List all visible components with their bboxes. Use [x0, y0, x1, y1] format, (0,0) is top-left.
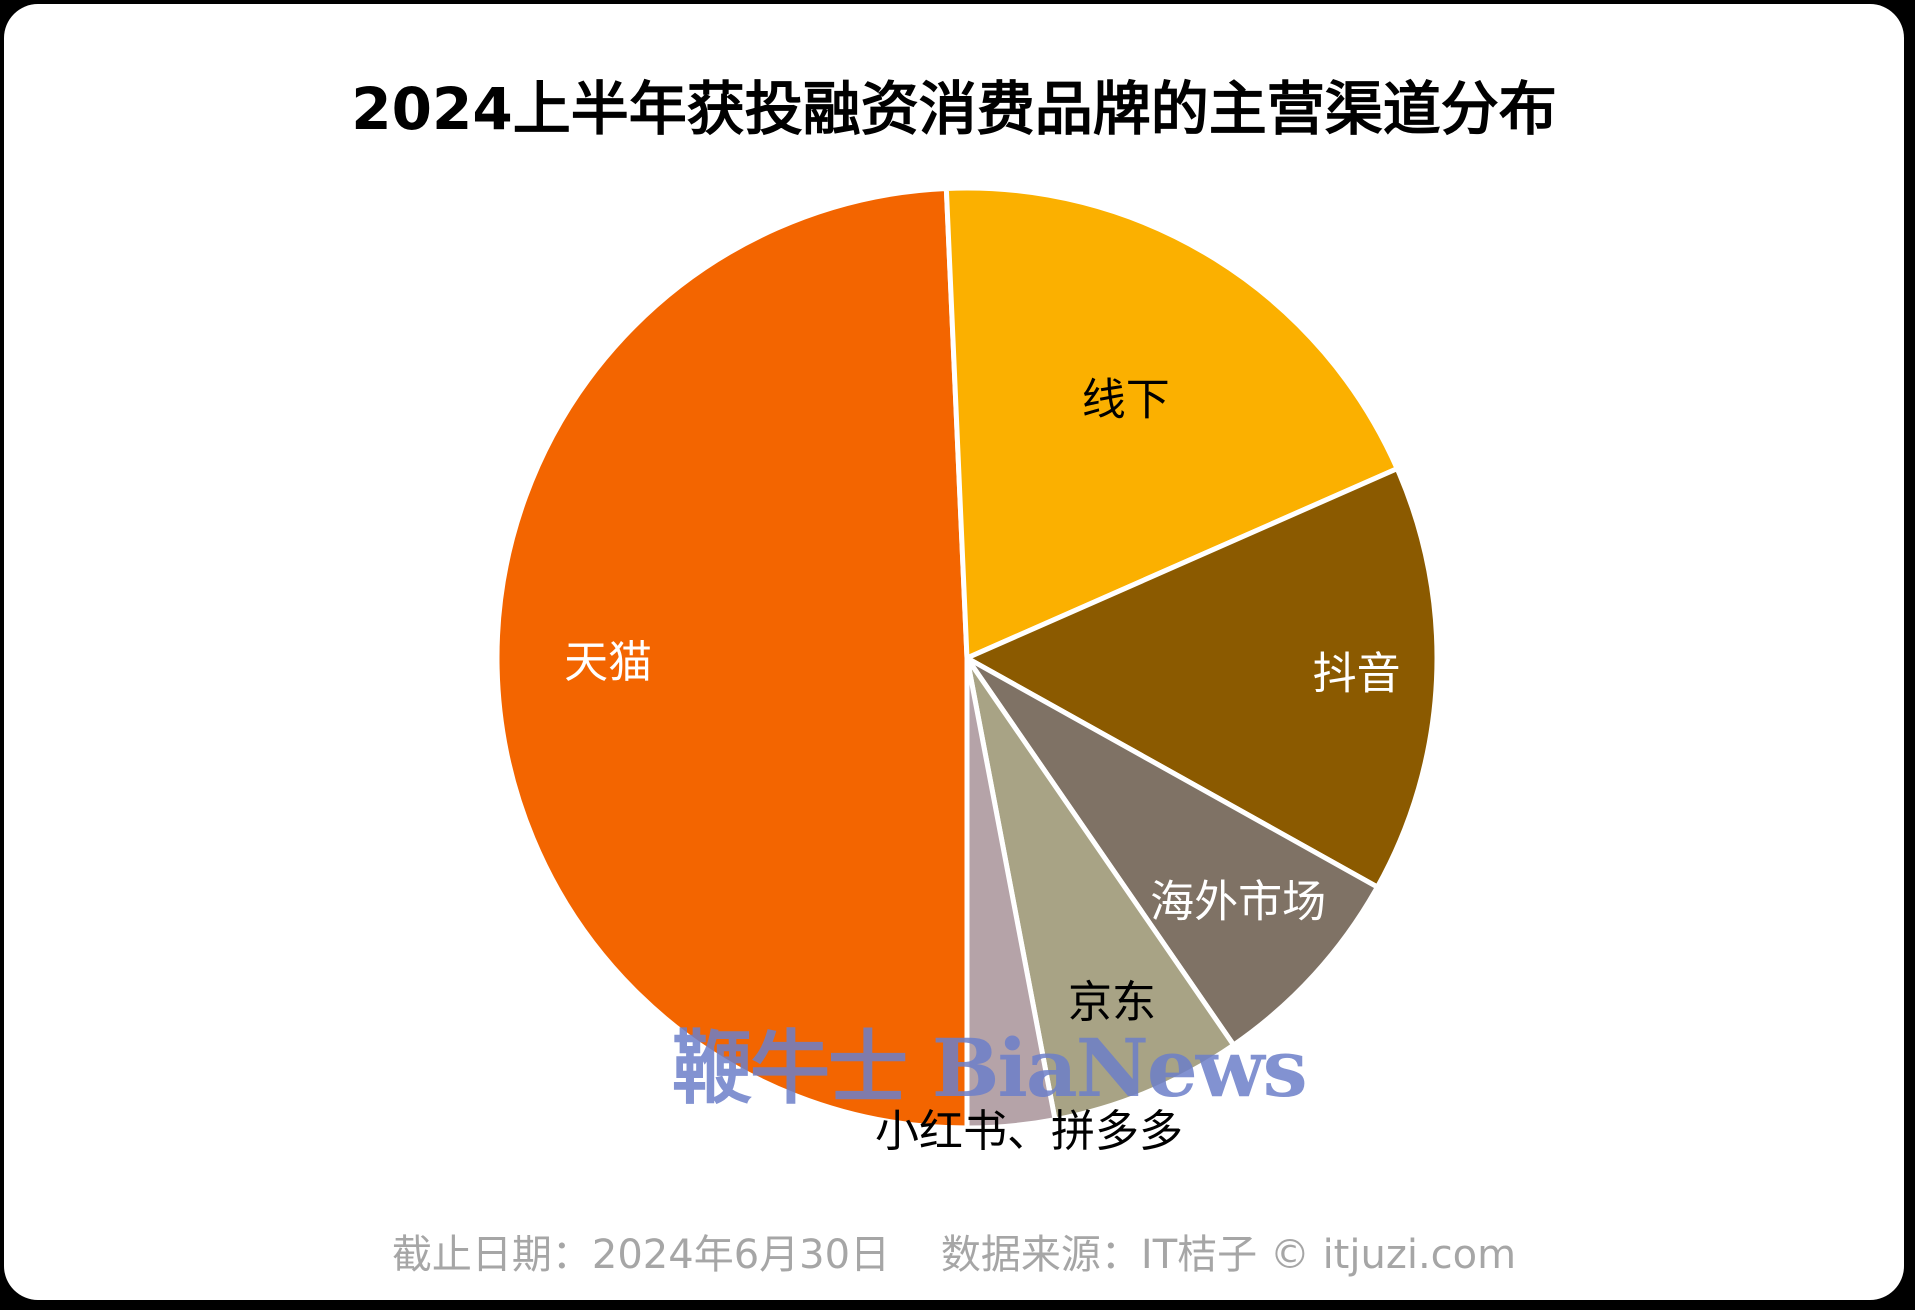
pie-slice-0: [494, 185, 970, 1131]
pie-label-0: 天猫: [564, 637, 652, 688]
pie-slice-1: [943, 185, 1400, 661]
pie-slice-2: [964, 466, 1440, 890]
pie-slice-5: [964, 655, 1058, 1131]
watermark-logo: 鞭牛士 BiaNews: [672, 1021, 1308, 1115]
chart-card: 2024上半年获投融资消费品牌的主营渠道分布 天猫 线下抖音海外市场京东小红书、拼…: [4, 4, 1904, 1300]
pie-label-4: 京东: [1068, 977, 1156, 1028]
pie-label-5: 小红书、拼多多: [875, 1106, 1183, 1157]
pie-slices: [494, 185, 1440, 1131]
pie-slice-3: [964, 655, 1380, 1048]
chart-title: 2024上半年获投融资消费品牌的主营渠道分布: [351, 75, 1557, 143]
footer-source: 截止日期：2024年6月30日 数据来源：IT桔子 © itjuzi.com: [391, 1232, 1517, 1278]
pie-label-2: 抖音: [1313, 648, 1401, 699]
pie-label-3: 海外市场: [1150, 877, 1326, 928]
pie-label-1: 线下: [1082, 375, 1170, 426]
